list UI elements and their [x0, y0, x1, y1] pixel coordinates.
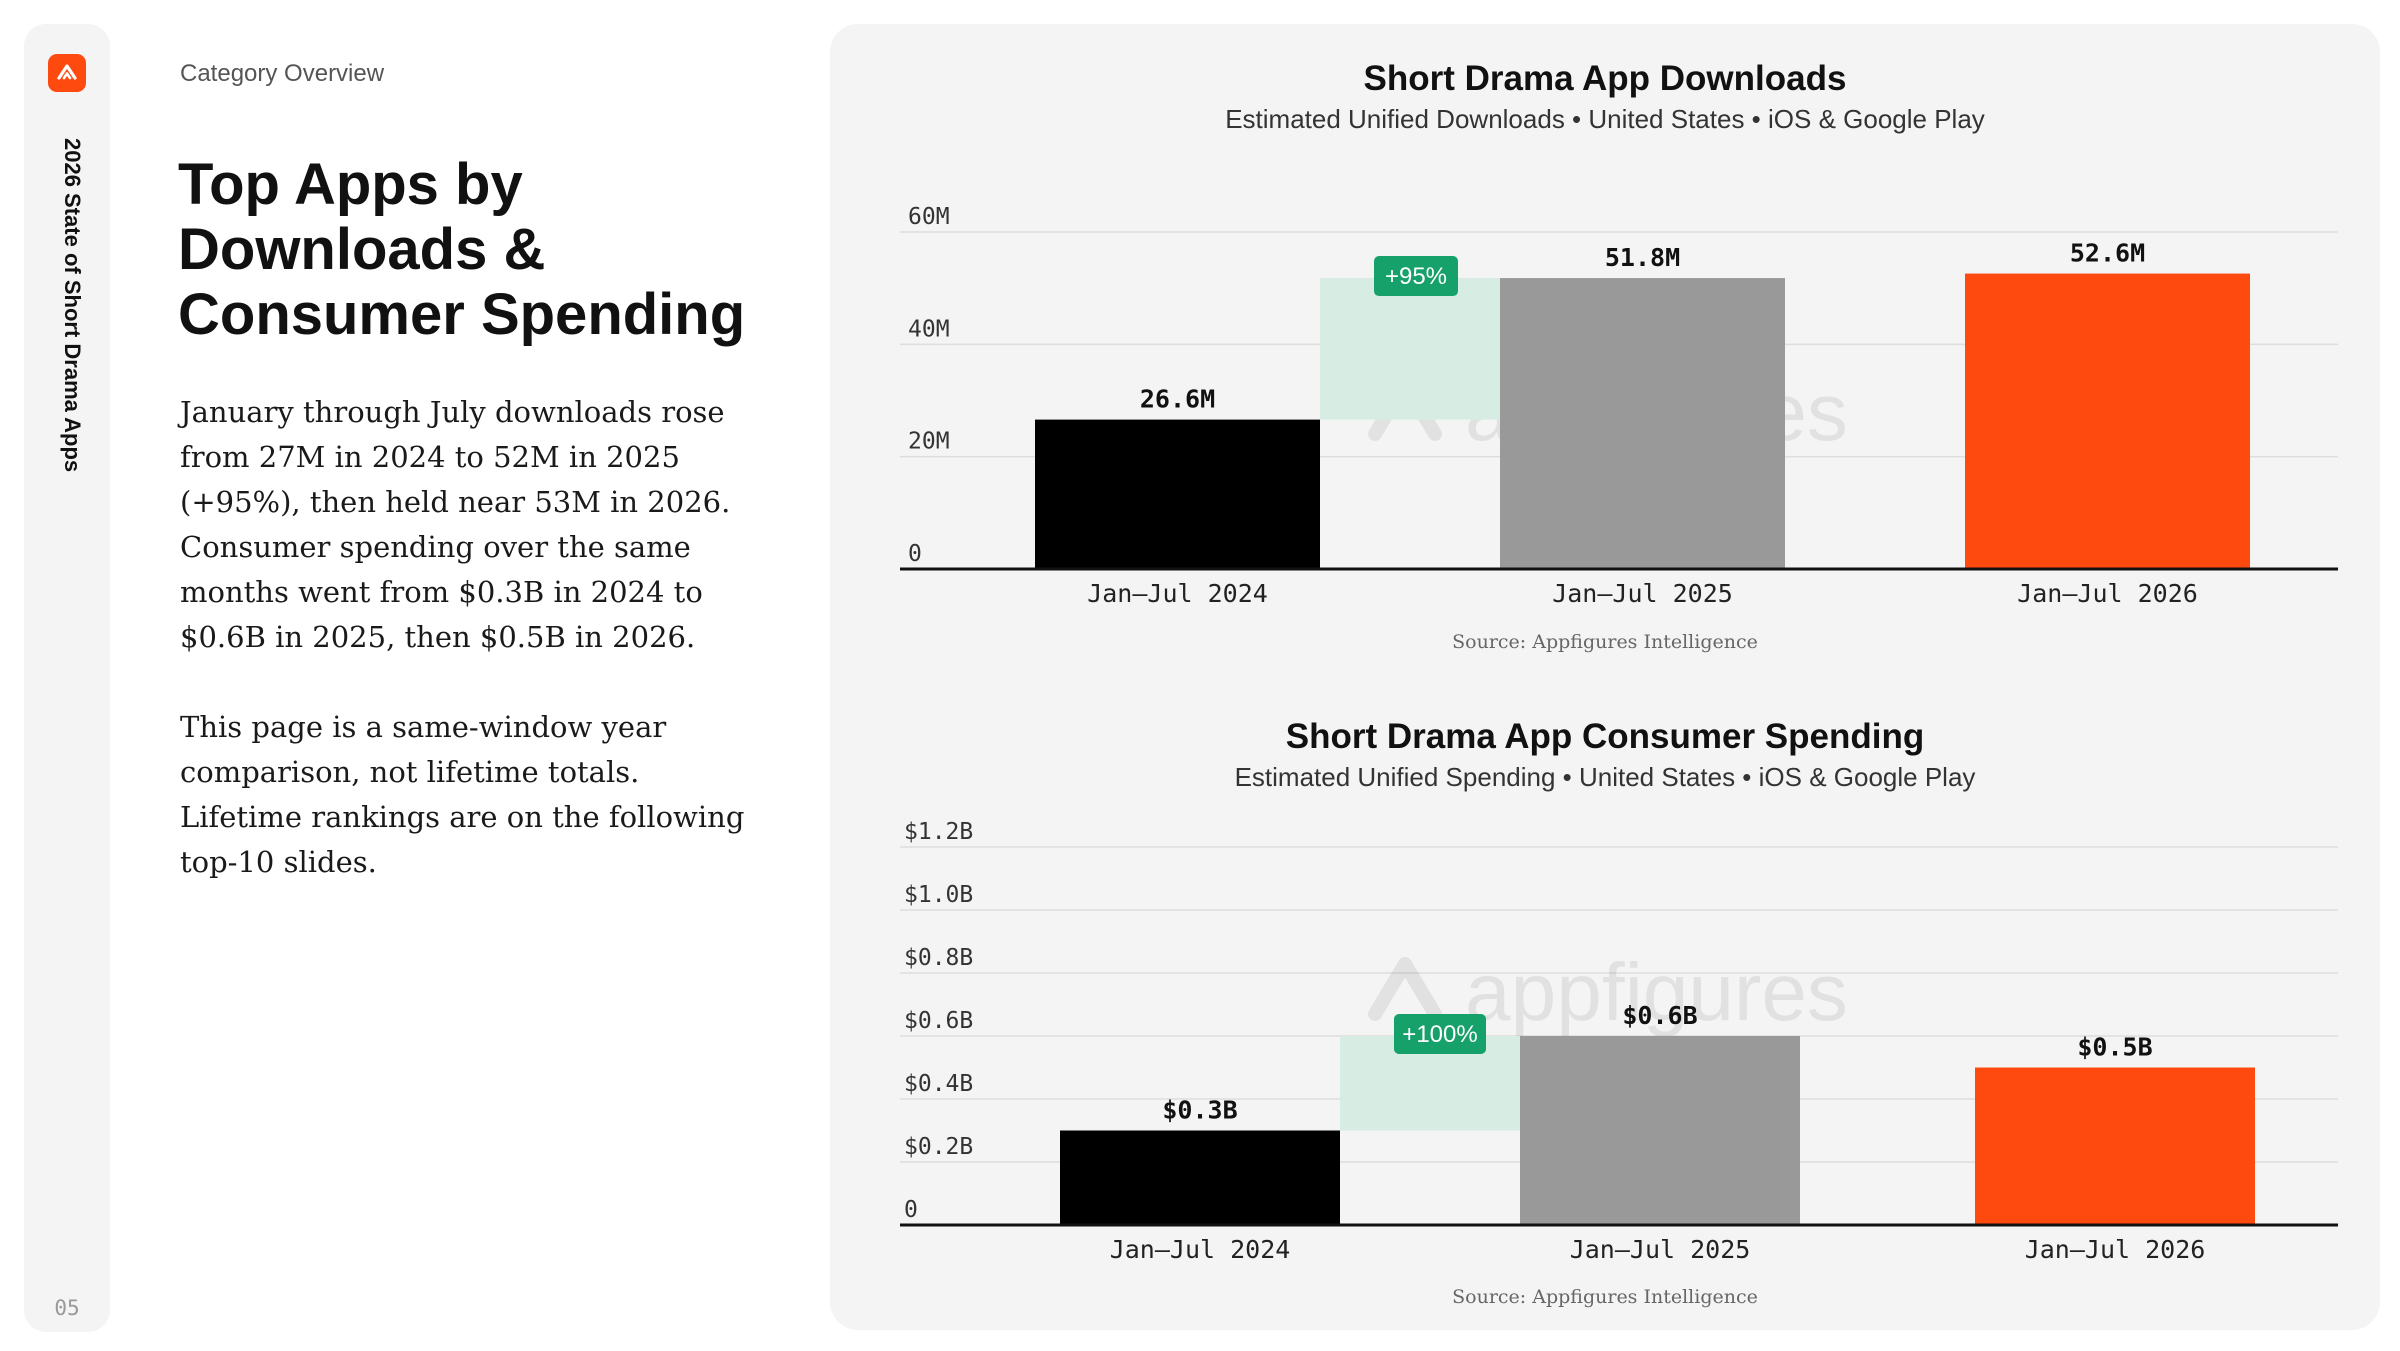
svg-text:appfigures: appfigures [1465, 947, 1848, 1038]
sp-y-tick-label: $0.6B [904, 1008, 973, 1034]
sp-source-note: Source: Appfigures Intelligence [1452, 1286, 1758, 1308]
sp-chart-subtitle: Estimated Unified Spending • United Stat… [1235, 762, 1976, 792]
sp-value-label: $0.3B [1162, 1096, 1237, 1125]
dl-category-label: Jan–Jul 2024 [1087, 579, 1268, 608]
sp-y-tick-label: $0.2B [904, 1134, 973, 1160]
report-title-vertical: 2026 State of Short Drama Apps [60, 138, 85, 473]
paragraph-summary: January through July downloads rose from… [180, 395, 731, 654]
sp-value-label: $0.6B [1622, 1001, 1697, 1030]
sp-y-tick-label: $0.4B [904, 1071, 973, 1097]
dl-value-label: 52.6M [2070, 239, 2145, 268]
sp-growth-label: +100% [1402, 1021, 1477, 1048]
sp-growth-badge [1394, 1014, 1486, 1054]
page-title: Top Apps by Downloads & Consumer Spendin… [178, 152, 746, 347]
dl-y-tick-label: 0 [908, 541, 922, 567]
sp-y-tick-label: 0 [904, 1197, 918, 1223]
dl-y-tick-label: 20M [908, 429, 950, 455]
paragraph-note: This page is a same-window year comparis… [180, 710, 745, 879]
dl-bar[interactable] [1500, 278, 1785, 569]
sp-category-label: Jan–Jul 2025 [1570, 1235, 1751, 1264]
appfigures-logo-icon[interactable] [48, 54, 86, 92]
dl-growth-band [1320, 278, 1500, 420]
sp-y-tick-label: $1.0B [904, 882, 973, 908]
dl-category-label: Jan–Jul 2025 [1552, 579, 1733, 608]
sp-y-tick-label: $1.2B [904, 819, 973, 845]
section-eyebrow: Category Overview [180, 60, 385, 87]
dl-growth-label: +95% [1385, 263, 1447, 290]
spending-chart: Short Drama App Consumer Spending Estimat… [900, 717, 2338, 1308]
sidebar: 2026 State of Short Drama Apps 05 [24, 24, 110, 1332]
dl-growth-badge [1374, 256, 1458, 297]
sp-value-label: $0.5B [2077, 1033, 2152, 1062]
dl-y-tick-label: 60M [908, 204, 950, 230]
dl-y-tick-label: 40M [908, 316, 950, 342]
sp-category-label: Jan–Jul 2026 [2025, 1235, 2206, 1264]
dl-source-note: Source: Appfigures Intelligence [1452, 631, 1758, 653]
dl-bar[interactable] [1965, 273, 2250, 569]
sp-bar[interactable] [1975, 1067, 2255, 1226]
dl-category-label: Jan–Jul 2026 [2017, 579, 2198, 608]
sp-y-tick-label: $0.8B [904, 945, 973, 971]
page-number: 05 [54, 1296, 80, 1320]
dl-value-label: 26.6M [1140, 385, 1215, 414]
body-text: January through July downloads rose from… [180, 390, 760, 930]
sp-bar[interactable] [1520, 1036, 1800, 1225]
dl-chart-title: Short Drama App Downloads [1364, 59, 1847, 98]
dl-chart-subtitle: Estimated Unified Downloads • United Sta… [1225, 104, 1985, 134]
sp-watermark: appfigures [1368, 947, 1848, 1038]
sp-chart-title: Short Drama App Consumer Spending [1286, 717, 1924, 756]
downloads-chart: Short Drama App Downloads Estimated Unifi… [900, 59, 2338, 653]
dl-value-label: 51.8M [1605, 243, 1680, 272]
charts-panel: Short Drama App Downloads Estimated Unifi… [830, 24, 2380, 1330]
sp-category-label: Jan–Jul 2024 [1110, 1235, 1291, 1264]
dl-bar[interactable] [1035, 419, 1320, 569]
sp-bar[interactable] [1060, 1130, 1340, 1226]
